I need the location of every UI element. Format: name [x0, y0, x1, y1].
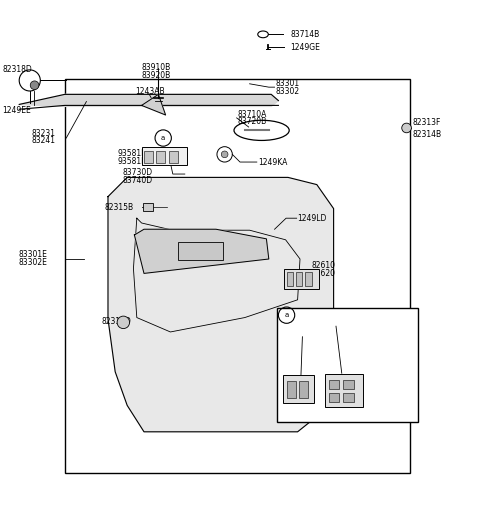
Bar — [65, 79, 410, 472]
Text: 83241: 83241 — [31, 136, 55, 146]
Text: a: a — [285, 312, 288, 318]
Text: 82318D: 82318D — [2, 65, 32, 74]
Text: 1249EE: 1249EE — [2, 106, 31, 114]
Bar — [142, 147, 187, 165]
Bar — [325, 374, 363, 407]
Text: 83730D: 83730D — [122, 168, 153, 177]
Text: 93581L: 93581L — [117, 149, 145, 158]
Bar — [287, 381, 296, 398]
Bar — [277, 308, 418, 422]
Text: 82313F: 82313F — [413, 118, 441, 127]
Text: 83302E: 83302E — [18, 258, 47, 267]
Text: 83302: 83302 — [276, 87, 300, 96]
Circle shape — [30, 81, 39, 90]
Bar — [178, 242, 223, 260]
Bar — [283, 375, 314, 403]
Text: 93581R: 93581R — [117, 157, 146, 166]
Text: 83720B: 83720B — [238, 117, 267, 126]
Circle shape — [402, 123, 411, 133]
Polygon shape — [134, 229, 269, 274]
Bar — [299, 381, 308, 398]
Text: 82314B: 82314B — [413, 130, 442, 139]
Text: 82315D: 82315D — [102, 317, 132, 326]
Text: 83710A: 83710A — [238, 109, 267, 119]
Text: 1249LD: 1249LD — [298, 214, 327, 223]
Bar — [287, 272, 293, 286]
Text: 83301E: 83301E — [18, 250, 47, 258]
Circle shape — [221, 151, 228, 157]
Circle shape — [117, 316, 130, 328]
Polygon shape — [19, 94, 278, 106]
Text: 93580C: 93580C — [315, 322, 344, 330]
Text: 1249GE: 1249GE — [290, 44, 320, 52]
Text: 82315B: 82315B — [105, 203, 134, 212]
Text: 83714B: 83714B — [290, 30, 320, 39]
Text: 83920B: 83920B — [142, 70, 171, 80]
Polygon shape — [108, 177, 334, 432]
Bar — [156, 151, 165, 163]
Bar — [169, 151, 178, 163]
Text: a: a — [161, 135, 165, 141]
Polygon shape — [142, 94, 166, 115]
Bar — [144, 151, 153, 163]
Text: 82610: 82610 — [311, 261, 335, 270]
Bar — [284, 269, 319, 289]
Text: 82620: 82620 — [311, 269, 335, 278]
Text: 83740D: 83740D — [122, 176, 153, 185]
Text: 1243AB: 1243AB — [135, 88, 165, 96]
Bar — [305, 272, 312, 286]
Text: 93752: 93752 — [291, 332, 316, 341]
Bar — [343, 380, 354, 389]
Bar — [143, 204, 153, 211]
Bar — [329, 393, 339, 402]
Bar — [329, 380, 339, 389]
Text: 83910B: 83910B — [142, 63, 171, 71]
Bar — [343, 393, 354, 402]
Bar — [296, 272, 302, 286]
Text: 83301: 83301 — [276, 79, 300, 88]
Text: 1249KA: 1249KA — [258, 158, 287, 167]
Text: 83231: 83231 — [31, 129, 55, 138]
